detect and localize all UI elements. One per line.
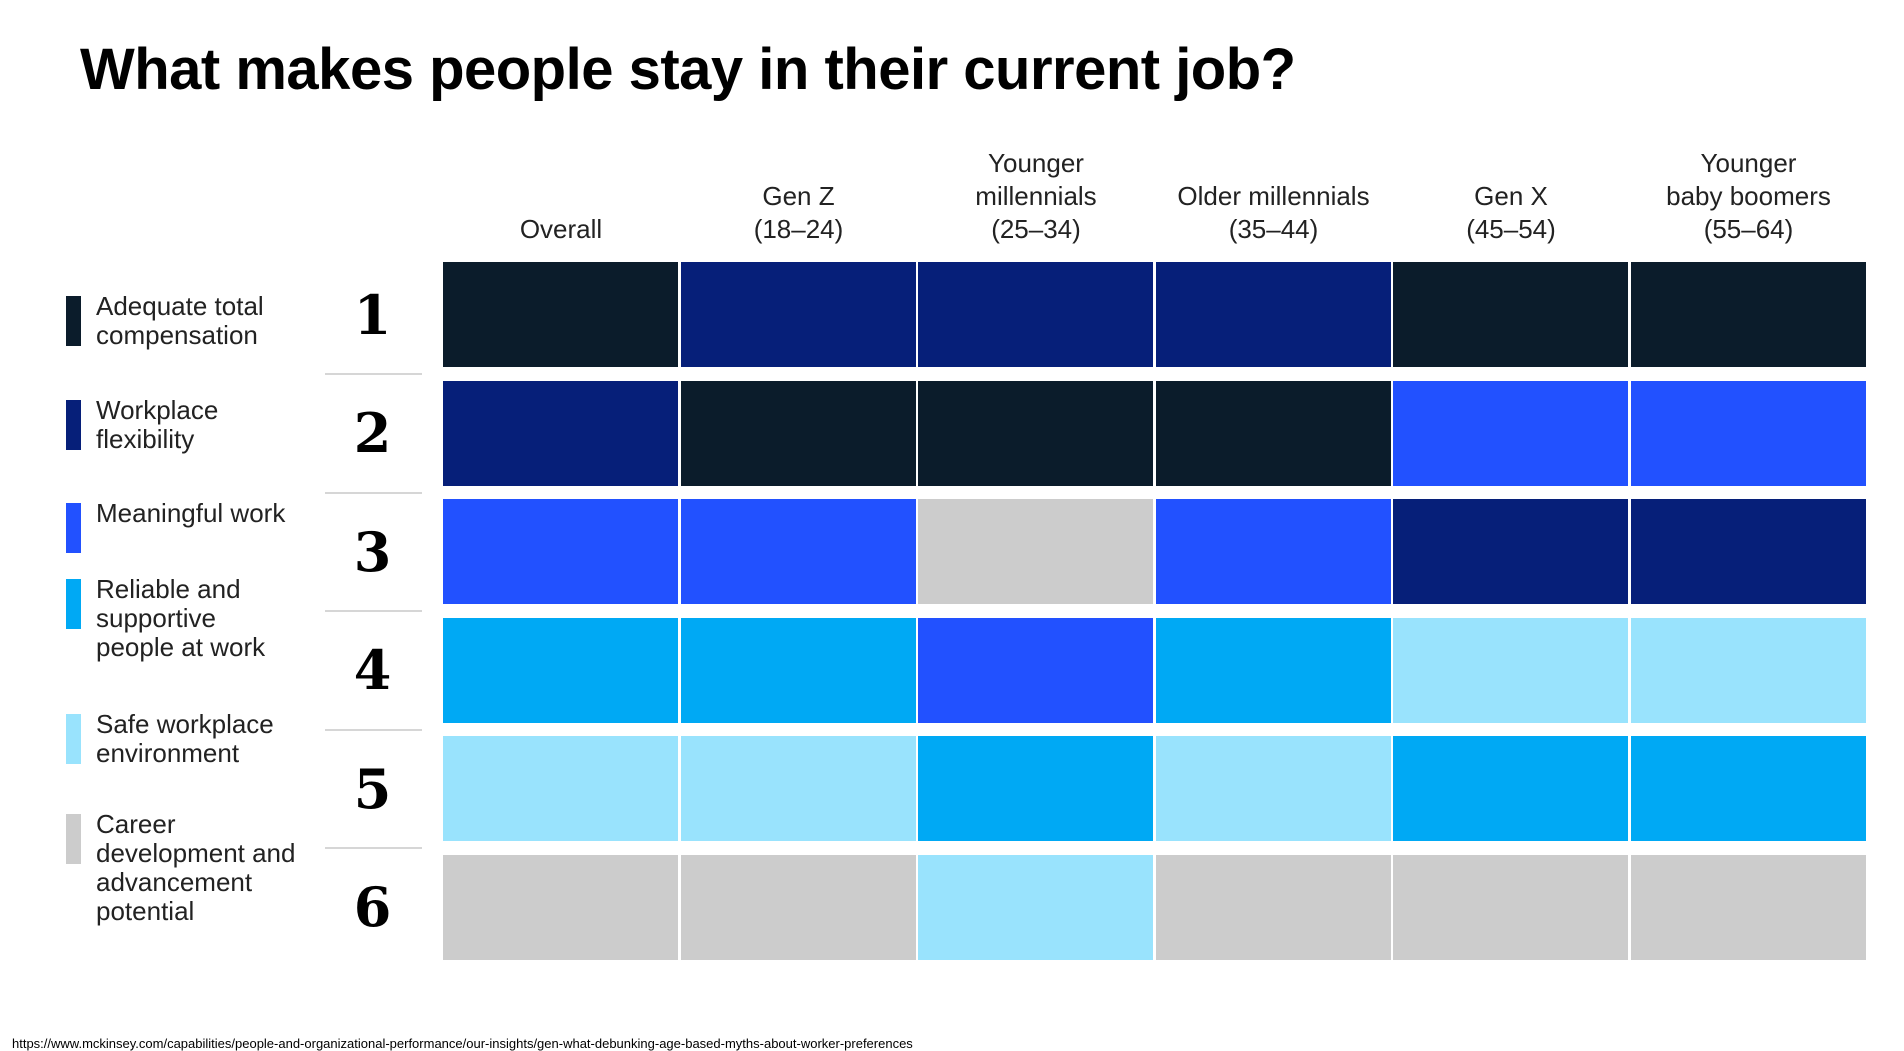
heatmap-cell	[1393, 380, 1628, 486]
heatmap-cell	[1630, 736, 1866, 841]
legend-swatch	[66, 814, 81, 864]
heatmap-cell	[1393, 499, 1628, 604]
legend-label: Safe workplace environment	[96, 709, 274, 768]
column-header: Overall	[519, 214, 603, 244]
heatmap-cell	[680, 499, 916, 604]
rank-label: 4	[353, 638, 392, 702]
heatmap-cell	[680, 617, 916, 723]
heatmap-cell	[918, 854, 1153, 960]
rank-label: 6	[353, 875, 392, 939]
heatmap-cell	[918, 736, 1153, 841]
rank-divider	[325, 610, 422, 612]
heatmap-cell	[1155, 380, 1391, 486]
heatmap-cell	[680, 380, 916, 486]
rank-label: 3	[353, 519, 392, 584]
heatmap-cell	[1630, 617, 1866, 723]
rank-label: 1	[353, 282, 392, 347]
heatmap-cell	[1393, 617, 1628, 723]
column-header: Older millennials (35–44)	[1177, 181, 1370, 244]
heatmap-cell	[443, 262, 678, 367]
column-header: Younger millennials (25–34)	[975, 148, 1097, 244]
heatmap-cell	[1155, 262, 1391, 367]
legend-label: Adequate total compensation	[96, 291, 264, 350]
heatmap-cell	[918, 262, 1153, 367]
heatmap-cell	[1630, 262, 1866, 367]
heatmap-cell	[1155, 617, 1391, 723]
column-header: Gen Z (18–24)	[753, 181, 844, 244]
legend-label: Workplace flexibility	[96, 395, 219, 454]
heatmap-cell	[680, 736, 916, 841]
heatmap-cell	[1155, 736, 1391, 841]
legend-label: Reliable and supportive people at work	[96, 574, 266, 662]
rank-divider	[325, 373, 422, 375]
heatmap-cell	[1393, 854, 1628, 960]
heatmap-cell	[443, 499, 678, 604]
heatmap-cell	[443, 854, 678, 960]
heatmap-cell	[918, 617, 1153, 723]
legend-swatch	[66, 400, 81, 450]
heatmap-cell	[443, 617, 678, 723]
heatmap-cell	[1393, 736, 1628, 841]
heatmap-cell	[1630, 854, 1866, 960]
legend-label: Career development and advancement poten…	[96, 809, 296, 926]
heatmap-cell	[1155, 854, 1391, 960]
heatmap-cell	[680, 262, 916, 367]
heatmap-cell	[1630, 380, 1866, 486]
legend: Adequate total compensation Workplace fle…	[0, 0, 320, 1044]
chart-title: What makes people stay in their current …	[80, 37, 1296, 102]
legend-swatch	[66, 503, 81, 553]
column-header: Younger baby boomers (55–64)	[1666, 148, 1831, 244]
legend-swatch	[66, 714, 81, 764]
heatmap-cell	[680, 854, 916, 960]
legend-swatch	[66, 579, 81, 629]
heatmap-cell	[918, 380, 1153, 486]
rank-divider	[325, 847, 422, 849]
heatmap-cell	[443, 380, 678, 486]
heatmap-cell	[1630, 499, 1866, 604]
legend-label: Meaningful work	[96, 498, 286, 528]
legend-swatch	[66, 296, 81, 346]
heatmap-cell	[443, 736, 678, 841]
rank-label: 5	[353, 756, 392, 821]
column-header: Gen X (45–54)	[1466, 181, 1556, 244]
heatmap-cell	[1155, 499, 1391, 604]
heatmap-cell	[1393, 262, 1628, 367]
heatmap-cell	[918, 499, 1153, 604]
rank-label: 2	[353, 401, 392, 465]
rank-divider	[325, 491, 422, 494]
rank-divider	[325, 728, 422, 731]
